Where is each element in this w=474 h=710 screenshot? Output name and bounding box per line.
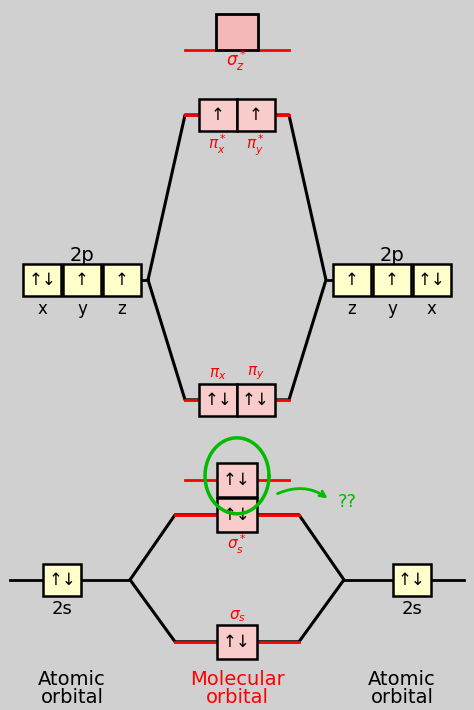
Text: ↑↓: ↑↓: [48, 571, 76, 589]
Text: Atomic: Atomic: [38, 670, 106, 689]
Text: ↑↓: ↑↓: [223, 633, 251, 651]
Text: $\sigma_z^*$: $\sigma_z^*$: [227, 48, 247, 73]
Text: ??: ??: [338, 493, 357, 510]
Text: ↑: ↑: [385, 271, 399, 289]
Text: $\pi_x^*$: $\pi_x^*$: [209, 133, 228, 156]
Text: ↑: ↑: [345, 271, 359, 289]
Bar: [333, 264, 371, 296]
Bar: [217, 498, 257, 532]
Text: z: z: [118, 300, 127, 318]
Text: ↑↓: ↑↓: [28, 271, 56, 289]
Text: x: x: [37, 300, 47, 318]
Text: Molecular: Molecular: [190, 670, 284, 689]
Text: $\sigma_s$: $\sigma_s$: [228, 608, 246, 624]
Text: ↑↓: ↑↓: [418, 271, 446, 289]
Text: ↑↓: ↑↓: [398, 571, 426, 589]
Text: x: x: [427, 300, 437, 318]
Text: 2s: 2s: [401, 600, 422, 618]
Text: 2p: 2p: [70, 246, 94, 265]
Bar: [413, 264, 451, 296]
Bar: [43, 564, 81, 596]
Text: orbital: orbital: [371, 688, 433, 707]
Text: ↑: ↑: [249, 106, 263, 124]
Text: $\sigma_s^*$: $\sigma_s^*$: [227, 532, 247, 556]
Text: $\sigma_z$: $\sigma_z$: [228, 498, 246, 513]
Bar: [199, 384, 237, 416]
Text: y: y: [387, 300, 397, 318]
Text: 2p: 2p: [380, 246, 404, 265]
Bar: [23, 264, 61, 296]
Bar: [237, 384, 275, 416]
Bar: [217, 463, 257, 497]
Text: ↑↓: ↑↓: [223, 506, 251, 524]
Bar: [63, 264, 101, 296]
Text: $\pi_y^*$: $\pi_y^*$: [246, 133, 265, 158]
Text: ↑↓: ↑↓: [204, 391, 232, 409]
Text: $\pi_x$: $\pi_x$: [209, 366, 227, 382]
Bar: [237, 99, 275, 131]
Bar: [103, 264, 141, 296]
Bar: [217, 625, 257, 659]
Text: ↑: ↑: [211, 106, 225, 124]
Text: ↑↓: ↑↓: [223, 471, 251, 488]
Bar: [199, 99, 237, 131]
Text: orbital: orbital: [206, 688, 268, 707]
Text: ↑↓: ↑↓: [242, 391, 270, 409]
Text: ↑: ↑: [115, 271, 129, 289]
Text: ↑: ↑: [75, 271, 89, 289]
Text: 2s: 2s: [52, 600, 73, 618]
Text: y: y: [77, 300, 87, 318]
Bar: [216, 14, 258, 50]
Text: $\pi_y$: $\pi_y$: [247, 364, 265, 382]
Text: Atomic: Atomic: [368, 670, 436, 689]
Bar: [373, 264, 411, 296]
Text: z: z: [347, 300, 356, 318]
Bar: [393, 564, 431, 596]
Text: orbital: orbital: [41, 688, 103, 707]
